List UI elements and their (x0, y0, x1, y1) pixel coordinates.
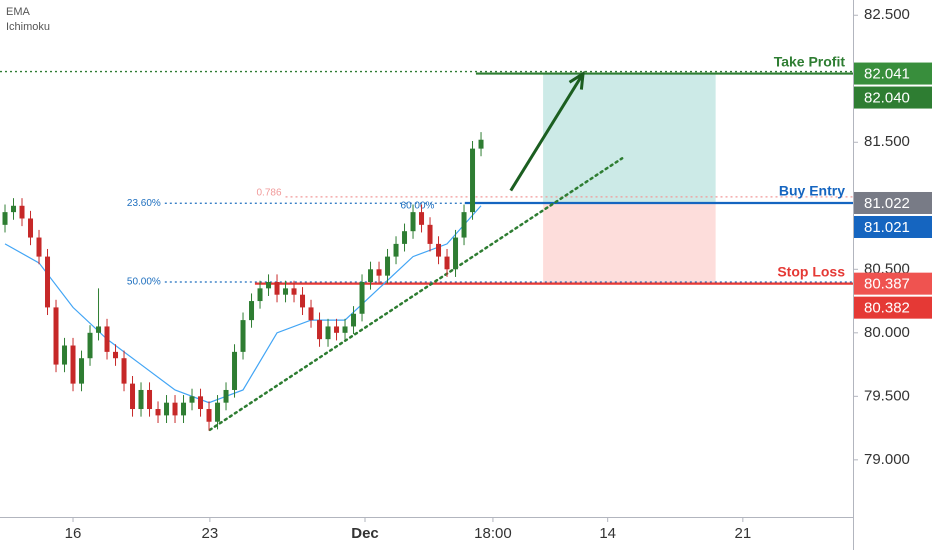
y-tick-label: 81.500 (864, 133, 910, 150)
candle-body (393, 243, 399, 257)
ema-line (4, 205, 482, 404)
candle-body (368, 269, 374, 282)
price-tag (854, 215, 932, 238)
candle-body (104, 326, 110, 352)
fib-label: 50.00% (127, 277, 161, 288)
fib-label: 0.786 (256, 188, 281, 199)
candle-body (130, 383, 136, 410)
candle-body (291, 288, 297, 295)
candle-body (308, 307, 314, 321)
candle-body (317, 320, 323, 340)
fib-label: 60.00% (401, 200, 435, 211)
candle-body (138, 389, 144, 410)
candle-body (113, 351, 119, 359)
candle-body (206, 409, 212, 422)
candle-body (274, 282, 280, 295)
candle-body (189, 396, 195, 403)
candle-body (478, 139, 484, 149)
candle-body (470, 148, 476, 213)
candle-body (359, 282, 365, 314)
x-tick-label: 18:00 (474, 525, 512, 542)
arrow (509, 72, 585, 192)
profit-zone (543, 73, 716, 203)
candle-body (2, 212, 8, 225)
candle-body (96, 326, 102, 333)
candle-body (427, 224, 433, 244)
candle-body (11, 205, 17, 213)
candle-body (444, 256, 450, 270)
candle-body (164, 402, 170, 416)
candle-body (121, 358, 127, 384)
candle-body (376, 269, 382, 276)
y-tick-label: 82.500 (864, 6, 910, 23)
candle-body (257, 288, 263, 302)
candle-body (87, 332, 93, 359)
candle-body (181, 402, 187, 416)
price-tag (854, 62, 932, 85)
price-tag-label: 82.041 (864, 66, 910, 83)
candle-body (28, 218, 34, 238)
arrow-head (568, 70, 585, 90)
y-tick-label: 79.000 (864, 451, 910, 468)
candle-body (351, 313, 357, 327)
price-tag (854, 86, 932, 109)
candle-body (155, 409, 161, 416)
x-tick-label: Dec (351, 525, 379, 542)
candle-body (232, 351, 238, 390)
loss-zone (543, 202, 716, 284)
candle-body (249, 301, 255, 321)
candle-body (62, 345, 68, 365)
candle-body (402, 231, 408, 244)
candle-body (300, 294, 306, 308)
price-tag (854, 296, 932, 319)
level-label: Stop Loss (777, 263, 845, 279)
candle-body (266, 282, 272, 289)
indicator-label: Ichimoku (6, 21, 50, 33)
candle-body (385, 256, 391, 276)
candle-body (223, 389, 229, 403)
candle-body (240, 320, 246, 352)
candle-body (453, 237, 459, 270)
indicator-label: EMA (6, 6, 31, 18)
price-tag-label: 81.022 (864, 195, 910, 212)
candle-body (36, 237, 42, 257)
candle-body (436, 243, 442, 257)
candle-body (70, 345, 76, 384)
candle-body (79, 358, 85, 384)
y-tick-label: 80.000 (864, 324, 910, 341)
candle-body (147, 389, 153, 410)
candle-body (198, 396, 204, 410)
candle-body (419, 212, 425, 225)
candle-body (461, 212, 467, 238)
candle-body (410, 212, 416, 232)
fib-label: 23.60% (127, 198, 161, 209)
x-tick-label: 16 (65, 525, 82, 542)
x-tick-label: 23 (202, 525, 219, 542)
candle-body (45, 256, 51, 308)
trendline (208, 157, 624, 432)
level-label: Buy Entry (779, 183, 845, 199)
candle-body (334, 326, 340, 333)
candle-body (325, 326, 331, 340)
candle-body (53, 307, 59, 365)
price-tag (854, 191, 932, 214)
candle-body (19, 205, 25, 219)
candle-body (283, 288, 289, 295)
candle-body (342, 326, 348, 333)
price-tag-label: 81.021 (864, 219, 910, 236)
x-tick-label: 14 (599, 525, 616, 542)
price-tag (854, 272, 932, 295)
price-tag-label: 80.382 (864, 300, 910, 317)
x-tick-label: 21 (734, 525, 751, 542)
candle-body (215, 402, 221, 422)
y-tick-label: 79.500 (864, 387, 910, 404)
level-label: Take Profit (774, 53, 846, 69)
price-tag-label: 82.040 (864, 90, 910, 107)
price-tag-label: 80.387 (864, 276, 910, 293)
candle-body (172, 402, 178, 416)
